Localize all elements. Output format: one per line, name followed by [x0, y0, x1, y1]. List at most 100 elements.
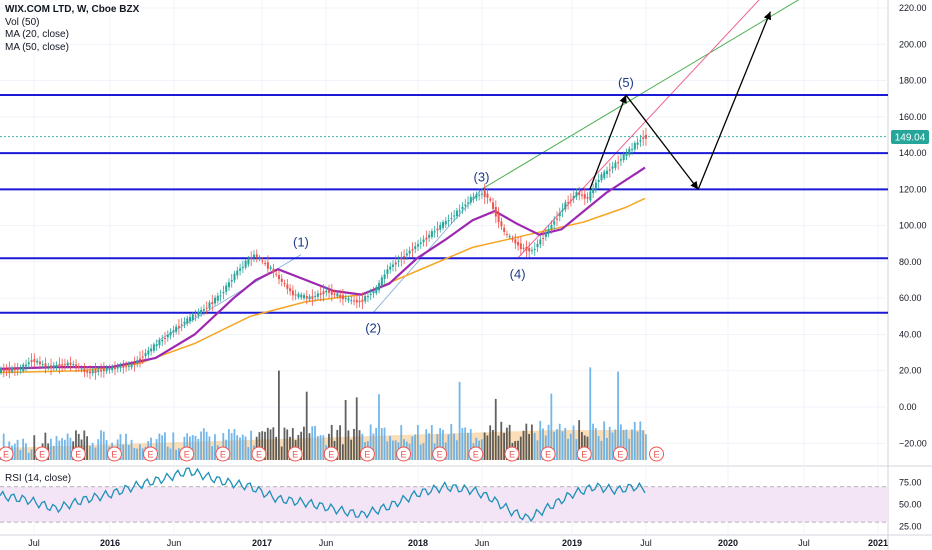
candle-body: [639, 140, 642, 142]
volume-bar: [553, 431, 556, 460]
candle-body: [233, 273, 236, 281]
volume-bar: [75, 430, 77, 460]
candle-body: [622, 154, 625, 161]
price-tick-label: −20.00: [899, 438, 927, 448]
candle-body: [83, 368, 86, 372]
volume-bar: [442, 429, 444, 460]
channel-red-line: [517, 0, 760, 259]
candle-body: [480, 193, 483, 195]
earnings-marker: [396, 446, 412, 462]
volume-bar: [164, 432, 166, 460]
volume-bar: [139, 444, 141, 460]
volume-bar: [439, 428, 442, 460]
candle-body: [544, 232, 547, 238]
candle-body: [244, 260, 247, 268]
volume-bar: [197, 438, 200, 460]
projection-arrow: [625, 94, 699, 190]
candle-body: [266, 262, 269, 269]
volume-bar: [622, 430, 625, 460]
candle-body: [586, 197, 589, 199]
volume-bar: [194, 435, 197, 460]
price-axis[interactable]: 220.00 200.00 180.00 160.00 140.00 120.00 100.…: [899, 3, 927, 532]
volume-bar: [44, 432, 47, 460]
candle-body: [94, 369, 97, 374]
candle-body: [189, 317, 192, 322]
candle-body: [522, 247, 525, 249]
candle-body: [308, 296, 311, 300]
volume-bar: [319, 435, 322, 460]
candle-body: [155, 344, 158, 347]
candle-body: [417, 244, 419, 247]
earnings-marker: [649, 446, 665, 462]
volume-bar: [61, 438, 63, 460]
volume-bar: [606, 437, 608, 460]
candle-body: [378, 282, 381, 291]
volume-bar: [628, 438, 631, 460]
volume-bar: [528, 434, 530, 460]
candle-body: [530, 250, 533, 252]
volume-bar: [417, 425, 419, 460]
horizontal-levels[interactable]: [0, 94, 888, 314]
volume-bar: [414, 434, 417, 460]
candle-body: [383, 274, 386, 279]
volume-bar: [130, 439, 133, 460]
candle-body: [344, 298, 347, 300]
volume-bar: [16, 439, 19, 460]
volume-bar: [530, 424, 533, 460]
volume-bar: [27, 452, 30, 460]
volume-bar: [158, 433, 161, 460]
earnings-marker: [468, 446, 484, 462]
candle-body: [291, 290, 294, 296]
candle-body: [247, 258, 250, 265]
volume-bar: [291, 428, 294, 460]
candle-body: [336, 293, 339, 297]
volume-bar: [447, 434, 450, 460]
legend-vol[interactable]: Vol (50): [5, 16, 40, 28]
legend-ma20[interactable]: MA (20, close): [5, 29, 69, 40]
price-tick-label: 220.00: [899, 3, 927, 13]
candle-body: [556, 218, 558, 220]
candle-body: [453, 215, 456, 217]
rsi-legend[interactable]: RSI (14, close): [5, 473, 72, 484]
ma20-line: [0, 166, 646, 370]
candle-body: [567, 202, 570, 204]
volume-bar: [341, 444, 344, 460]
candle-body: [642, 137, 645, 139]
legend-ma50[interactable]: MA (50, close): [5, 41, 69, 53]
time-axis[interactable]: Jul 2016 Jun 2017 Jun 2018 Jun 2019 Jul 2020 Jul 20…: [28, 538, 888, 548]
volume-bar: [455, 440, 458, 460]
earnings-marker-label: E: [292, 450, 298, 460]
candle-body: [136, 360, 139, 364]
candle-body: [447, 220, 450, 222]
volume-bar: [503, 432, 505, 460]
candle-body: [258, 258, 261, 260]
volume-bar: [233, 429, 236, 460]
candle-body: [372, 291, 375, 294]
candle-body: [191, 314, 194, 321]
volume-bar: [336, 429, 339, 460]
volume-bar: [483, 432, 486, 460]
candle-body: [486, 193, 489, 198]
candle-body: [444, 220, 447, 225]
candle-body: [283, 282, 286, 284]
candle-body: [66, 362, 69, 366]
volume-bar: [280, 446, 283, 460]
volume-bar: [464, 427, 467, 460]
candle-body: [600, 174, 603, 181]
price-tick-label: 100.00: [899, 221, 927, 231]
candle-body: [305, 295, 308, 299]
volume-bar: [383, 427, 386, 460]
candle-body: [211, 302, 214, 304]
candle-body: [19, 368, 22, 370]
symbol-title[interactable]: WIX.COM LTD, W, Cboe BZX: [5, 4, 140, 15]
volume-bar: [200, 431, 202, 460]
volume-bar: [575, 439, 578, 460]
volume-bar: [453, 433, 455, 460]
volume-bar: [581, 432, 583, 460]
candle-body: [619, 159, 622, 161]
volume-bar: [69, 437, 72, 460]
candle-body: [464, 204, 467, 206]
candle-body: [436, 228, 439, 231]
earnings-marker: [359, 446, 375, 462]
